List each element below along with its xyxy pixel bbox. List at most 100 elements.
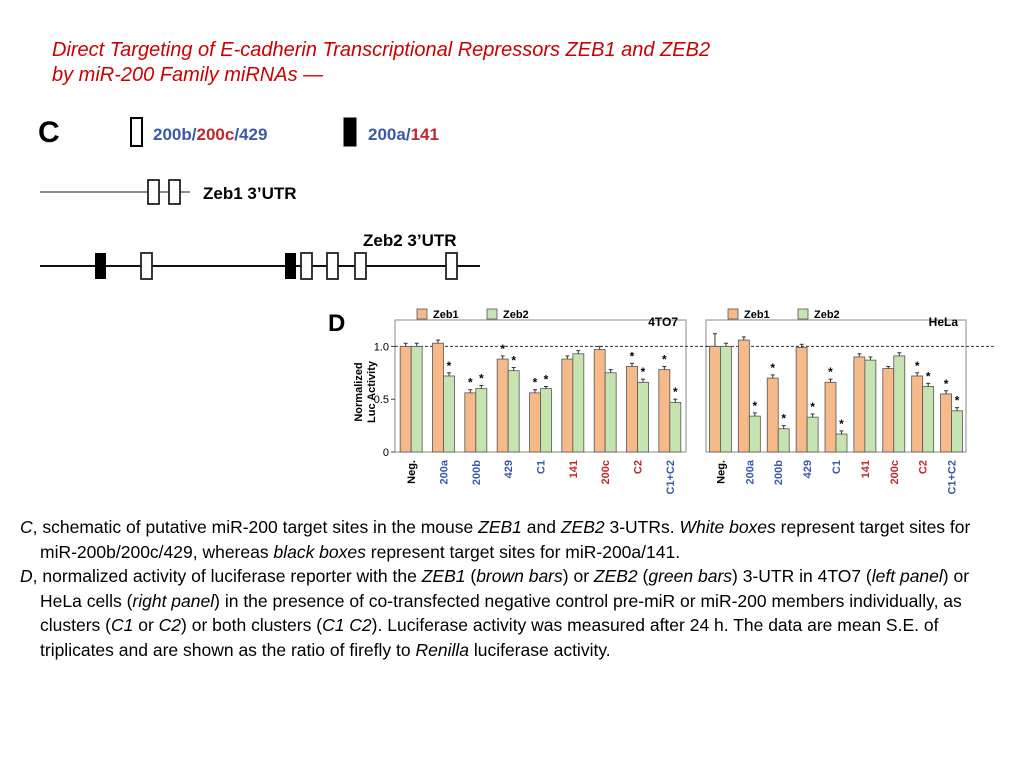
- caption-text: ) or: [562, 566, 594, 586]
- bar-zeb1: [766, 377, 779, 453]
- bar-zeb1: [529, 392, 541, 453]
- caption-d: D, normalized activity of luciferase rep…: [20, 564, 1012, 662]
- bar-zeb2: [922, 386, 935, 453]
- caption-text: right panel: [132, 590, 215, 611]
- legend-label: Zeb1: [744, 309, 770, 321]
- legend-black-part: 141: [411, 125, 439, 144]
- bar-zeb1: [795, 347, 808, 453]
- bar-zeb1: [824, 381, 837, 453]
- caption-text: (: [465, 566, 477, 586]
- bar-zeb2: [507, 370, 520, 453]
- panel-c-letter: C: [38, 116, 60, 149]
- significance-star: *: [533, 376, 538, 390]
- zeb2-white-site: [354, 252, 367, 280]
- significance-star: *: [770, 361, 775, 375]
- category-label: 200c: [600, 460, 612, 484]
- panel-d-letter: D: [328, 310, 345, 337]
- bar-zeb1: [737, 339, 750, 453]
- caption-text: ZEB1: [421, 566, 466, 586]
- panel-label: 4TO7: [648, 315, 678, 329]
- figure-caption: C, schematic of putative miR-200 target …: [20, 515, 1012, 662]
- chart-hela: Neg. * 200a * * 200b * 429 * * C1 141 200c * * C2 * * C1+C…: [705, 308, 996, 495]
- category-label: 200a: [439, 459, 451, 484]
- caption-text: ). Luciferase activity was measured afte…: [40, 615, 939, 660]
- title-line-2: by miR-200 Family miRNAs —: [52, 64, 324, 86]
- bar-zeb1: [593, 349, 606, 453]
- slide-title: Direct Targeting of E-cadherin Transcrip…: [52, 38, 952, 88]
- zeb2-white-site: [326, 252, 339, 280]
- caption-text: ) or HeLa cells (: [40, 566, 970, 611]
- caption-text: and: [521, 517, 561, 537]
- category-label: C1: [536, 460, 548, 474]
- bar-zeb2: [806, 416, 819, 453]
- significance-star: *: [839, 417, 844, 431]
- legend-label: Zeb1: [433, 309, 459, 321]
- zeb2-black-site: [285, 253, 296, 279]
- significance-star: *: [828, 365, 833, 379]
- caption-text: left panel: [871, 566, 943, 586]
- y-tick-label: 1.0: [374, 341, 389, 353]
- caption-text: luciferase activity.: [468, 639, 611, 660]
- significance-star: *: [447, 359, 452, 373]
- caption-text: C1: [110, 615, 134, 635]
- caption-text: green bars: [648, 566, 733, 586]
- bar-zeb2: [540, 388, 552, 453]
- legend-white-part: 200c: [196, 125, 234, 144]
- legend-white-part: 200b: [153, 125, 192, 144]
- significance-star: *: [781, 412, 786, 426]
- chart-4to7: 0 0.5 1.0 Neg. * 200a * * 200b * * 429 * * C1 141 200c * *…: [374, 308, 716, 495]
- zeb1-utr-label: Zeb1 3’UTR: [203, 184, 297, 203]
- bar-zeb2: [475, 388, 488, 453]
- bar-zeb2: [835, 433, 848, 453]
- category-label: Neg.: [406, 460, 418, 484]
- zeb2-utr-label: Zeb2 3’UTR: [363, 231, 457, 250]
- bar-zeb1: [911, 375, 924, 453]
- caption-text: ZEB2: [593, 566, 638, 586]
- caption-text: ) 3-UTR in 4TO7 (: [732, 566, 872, 586]
- title-line-1: Direct Targeting of E-cadherin Transcrip…: [52, 39, 711, 61]
- caption-text: ) in the presence of co-transfected nega…: [40, 590, 962, 636]
- caption-text: represent target sites for miR-200b/200c…: [40, 517, 971, 562]
- legend-black-part: 200a: [368, 125, 406, 144]
- panel-d-charts: D Normalized Luc Activity 0 0.5 1.0 Neg. * 20…: [328, 308, 996, 495]
- zeb2-white-site: [140, 252, 153, 280]
- significance-star: *: [810, 400, 815, 414]
- significance-star: *: [468, 376, 473, 390]
- category-label: 141: [860, 460, 872, 478]
- bar-zeb2: [864, 359, 877, 453]
- significance-star: *: [544, 373, 549, 387]
- bar-zeb2: [748, 415, 761, 453]
- zeb2-black-site: [95, 253, 106, 279]
- bar-zeb2: [637, 381, 649, 453]
- legend-white-text: 200b/200c/429: [153, 125, 267, 144]
- y-tick-label: 0.5: [374, 394, 389, 406]
- legend-swatch: [416, 308, 428, 320]
- caption-text: 3-UTRs.: [604, 517, 680, 537]
- significance-star: *: [479, 371, 484, 385]
- legend-white-part: 429: [239, 125, 267, 144]
- caption-text: (: [637, 566, 649, 586]
- caption-text: ) or both clusters (: [181, 615, 323, 635]
- category-label: 200c: [889, 460, 901, 484]
- category-label: 429: [802, 460, 814, 478]
- significance-star: *: [955, 394, 960, 408]
- caption-text: ZEB2: [560, 517, 605, 537]
- caption-text: Renilla: [415, 639, 469, 660]
- bar-zeb2: [951, 410, 963, 453]
- category-label: Neg.: [715, 460, 727, 484]
- caption-text: , schematic of putative miR-200 target s…: [32, 517, 479, 537]
- significance-star: *: [641, 365, 646, 379]
- bar-zeb1: [432, 342, 444, 453]
- caption-text: C2: [158, 615, 182, 635]
- bar-zeb1: [561, 358, 574, 453]
- category-label: C1: [831, 460, 843, 474]
- white-box-legend-icon: [130, 117, 143, 147]
- bar-zeb2: [893, 355, 906, 453]
- category-label: 141: [568, 460, 580, 478]
- caption-text: White boxes: [679, 517, 776, 537]
- significance-star: *: [511, 354, 516, 368]
- category-label: C2: [633, 460, 645, 474]
- significance-star: *: [673, 385, 678, 399]
- significance-star: *: [500, 342, 505, 356]
- caption-c-letter: C: [20, 517, 33, 537]
